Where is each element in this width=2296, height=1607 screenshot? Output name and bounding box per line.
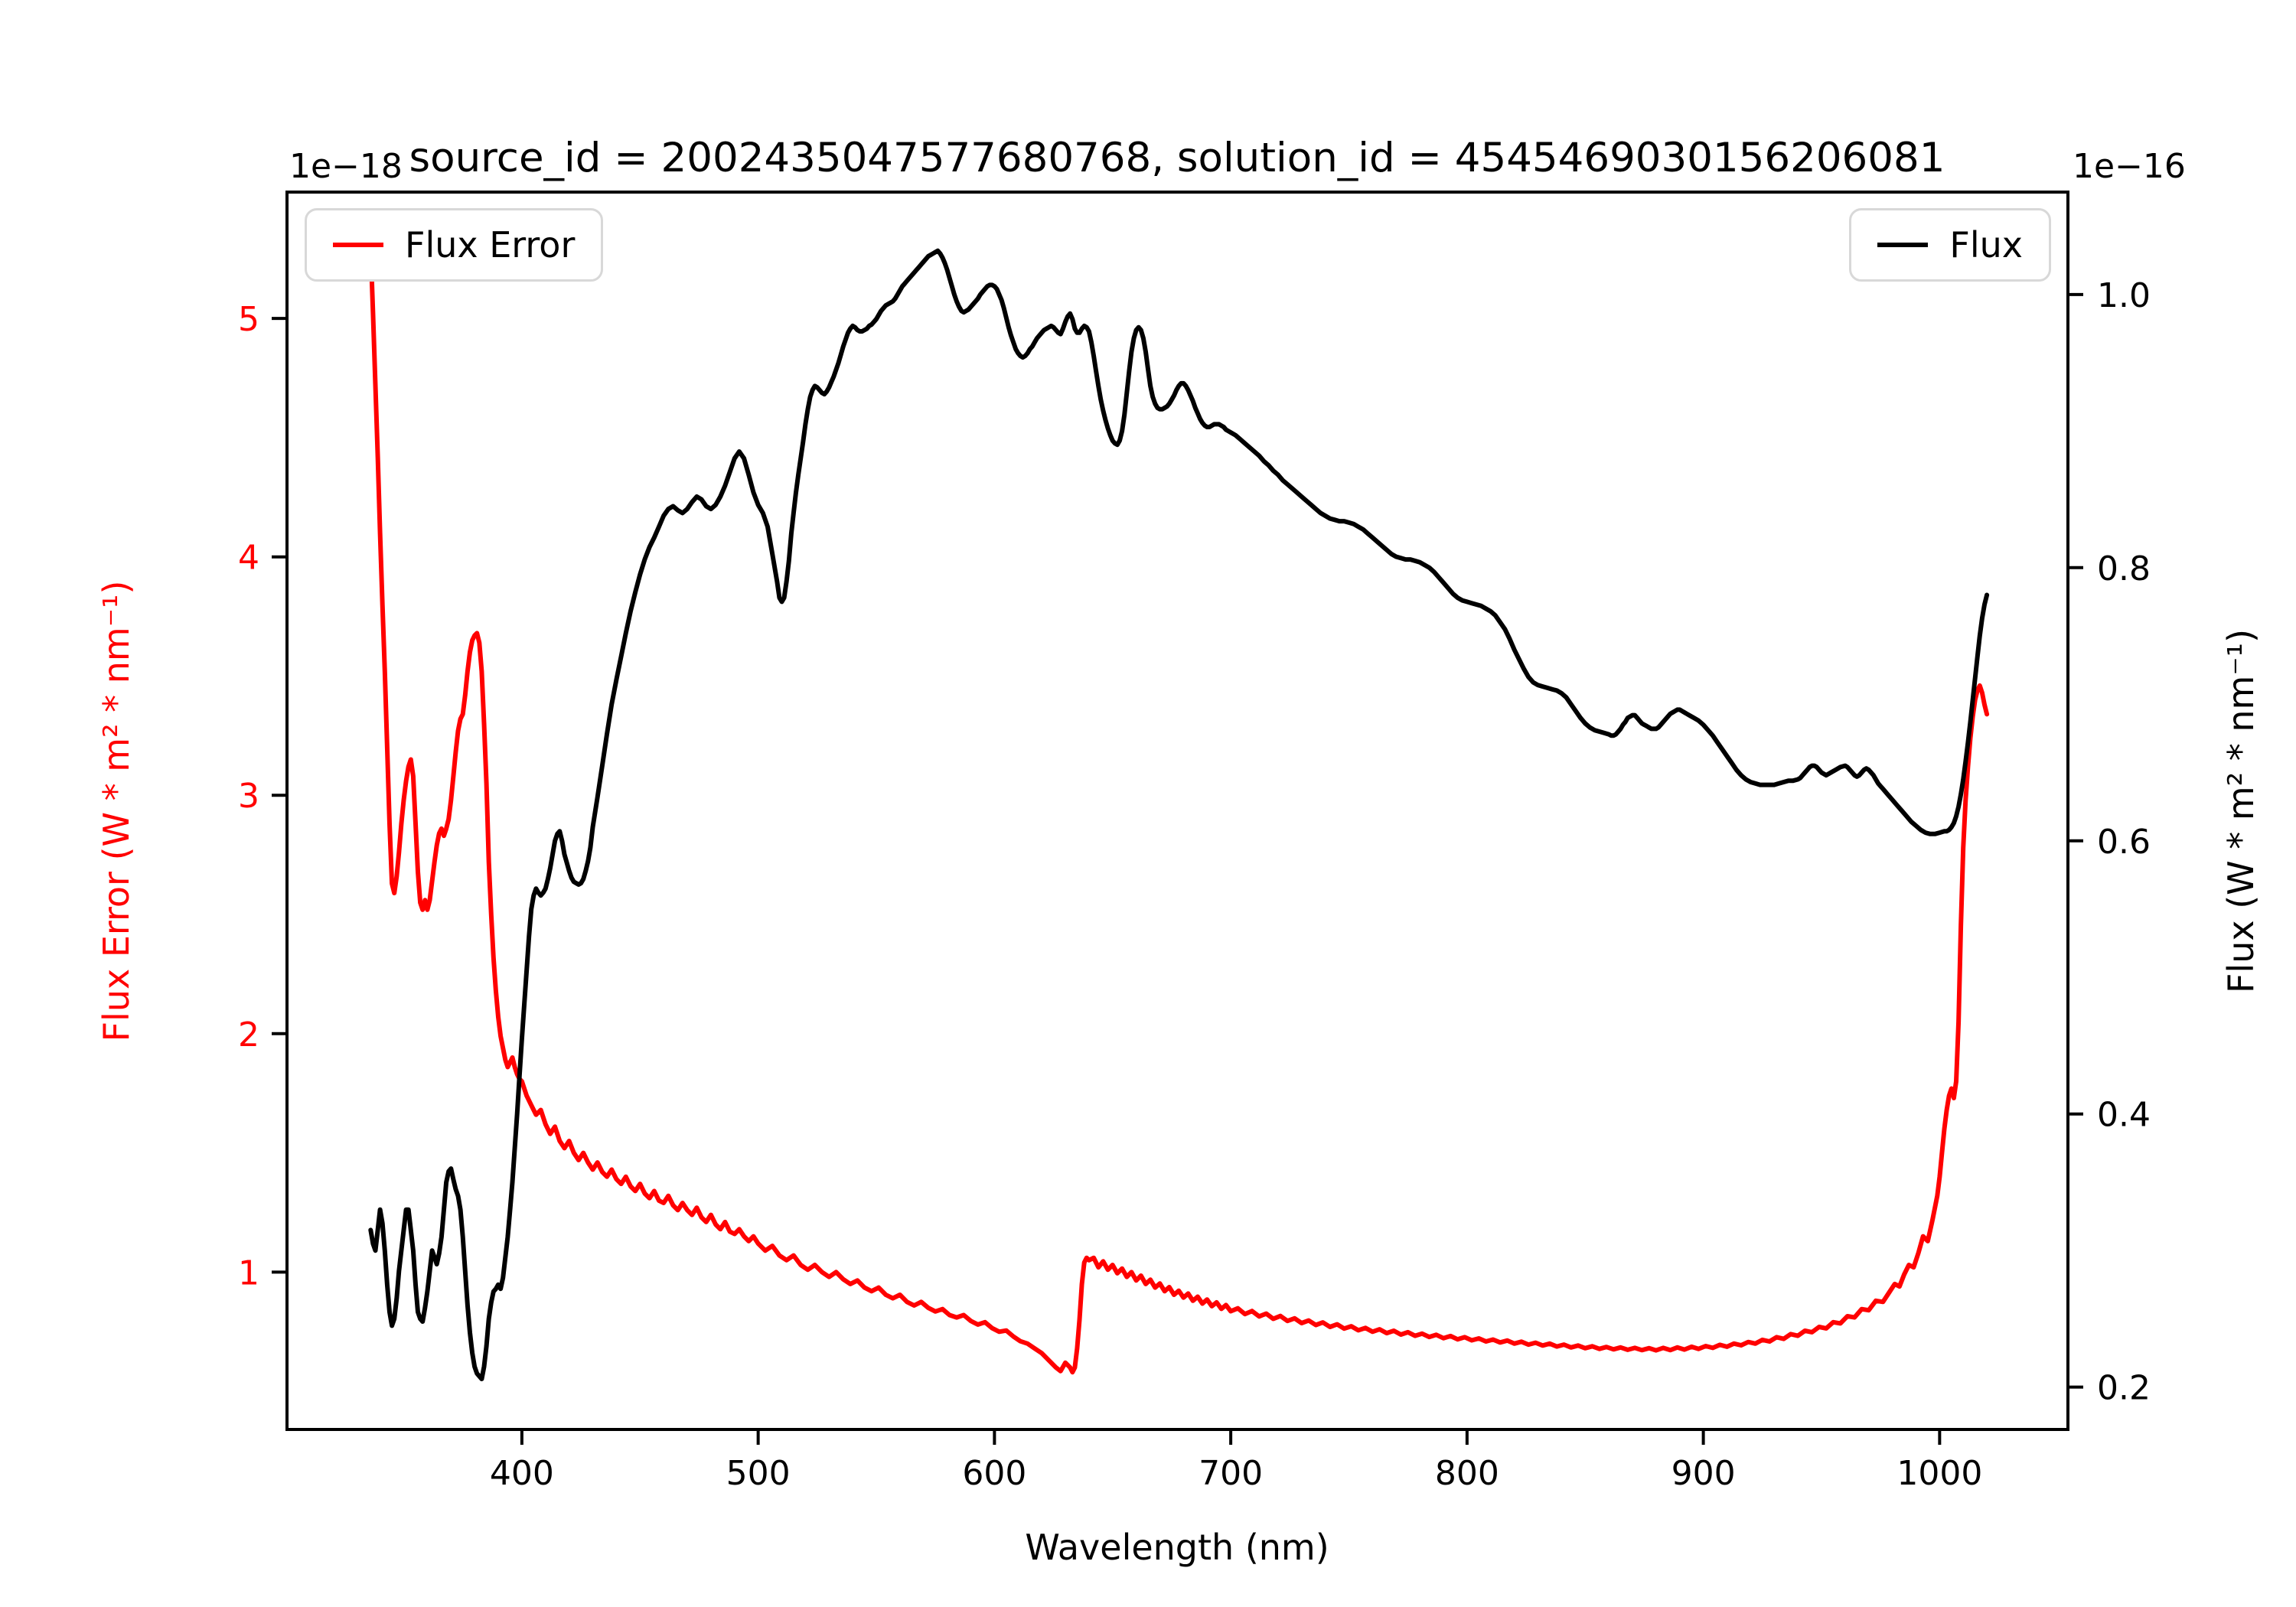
series-line-flux-error (368, 244, 1990, 1375)
right-y-axis-label: Flux (W * m² * nm⁻¹) (2220, 628, 2262, 994)
chart-title: source_id = 2002435047577680768, solutio… (409, 135, 1945, 181)
legend-flux-label: Flux (1949, 224, 2023, 266)
x-axis-label: Wavelength (nm) (1025, 1527, 1329, 1568)
left-y-tick-label: 2 (238, 1015, 259, 1054)
left-axis-offset-text: 1e−18 (289, 147, 403, 186)
left-y-tick-label: 1 (238, 1253, 259, 1292)
left-y-tick-label: 3 (238, 777, 259, 816)
right-y-tick-label: 1.0 (2097, 276, 2151, 315)
x-tick-label: 700 (1199, 1454, 1263, 1493)
legend-flux-error-label: Flux Error (405, 224, 576, 266)
flux-error-line-swatch (333, 243, 383, 247)
x-tick-label: 500 (726, 1454, 791, 1493)
right-axis-offset-text: 1e−16 (2073, 147, 2186, 186)
left-y-tick-label: 5 (238, 300, 259, 339)
flux-line-swatch (1877, 243, 1929, 247)
right-y-tick-label: 0.4 (2097, 1096, 2151, 1135)
axes-spines (285, 191, 2069, 1431)
x-tick-label: 1000 (1896, 1454, 1982, 1493)
x-tick-label: 600 (962, 1454, 1026, 1493)
left-y-axis-label: Flux Error (W * m² * nm⁻¹) (96, 580, 137, 1042)
legend-flux-error: Flux Error (305, 208, 604, 282)
x-tick-label: 400 (490, 1454, 554, 1493)
x-tick-label: 800 (1435, 1454, 1499, 1493)
right-y-tick-label: 0.6 (2097, 823, 2151, 862)
legend-flux: Flux (1849, 208, 2051, 282)
series-line-flux (368, 248, 1990, 1381)
right-y-tick-label: 0.2 (2097, 1369, 2151, 1408)
right-y-tick-label: 0.8 (2097, 549, 2151, 588)
left-y-tick-label: 4 (238, 539, 259, 578)
x-tick-label: 900 (1671, 1454, 1736, 1493)
